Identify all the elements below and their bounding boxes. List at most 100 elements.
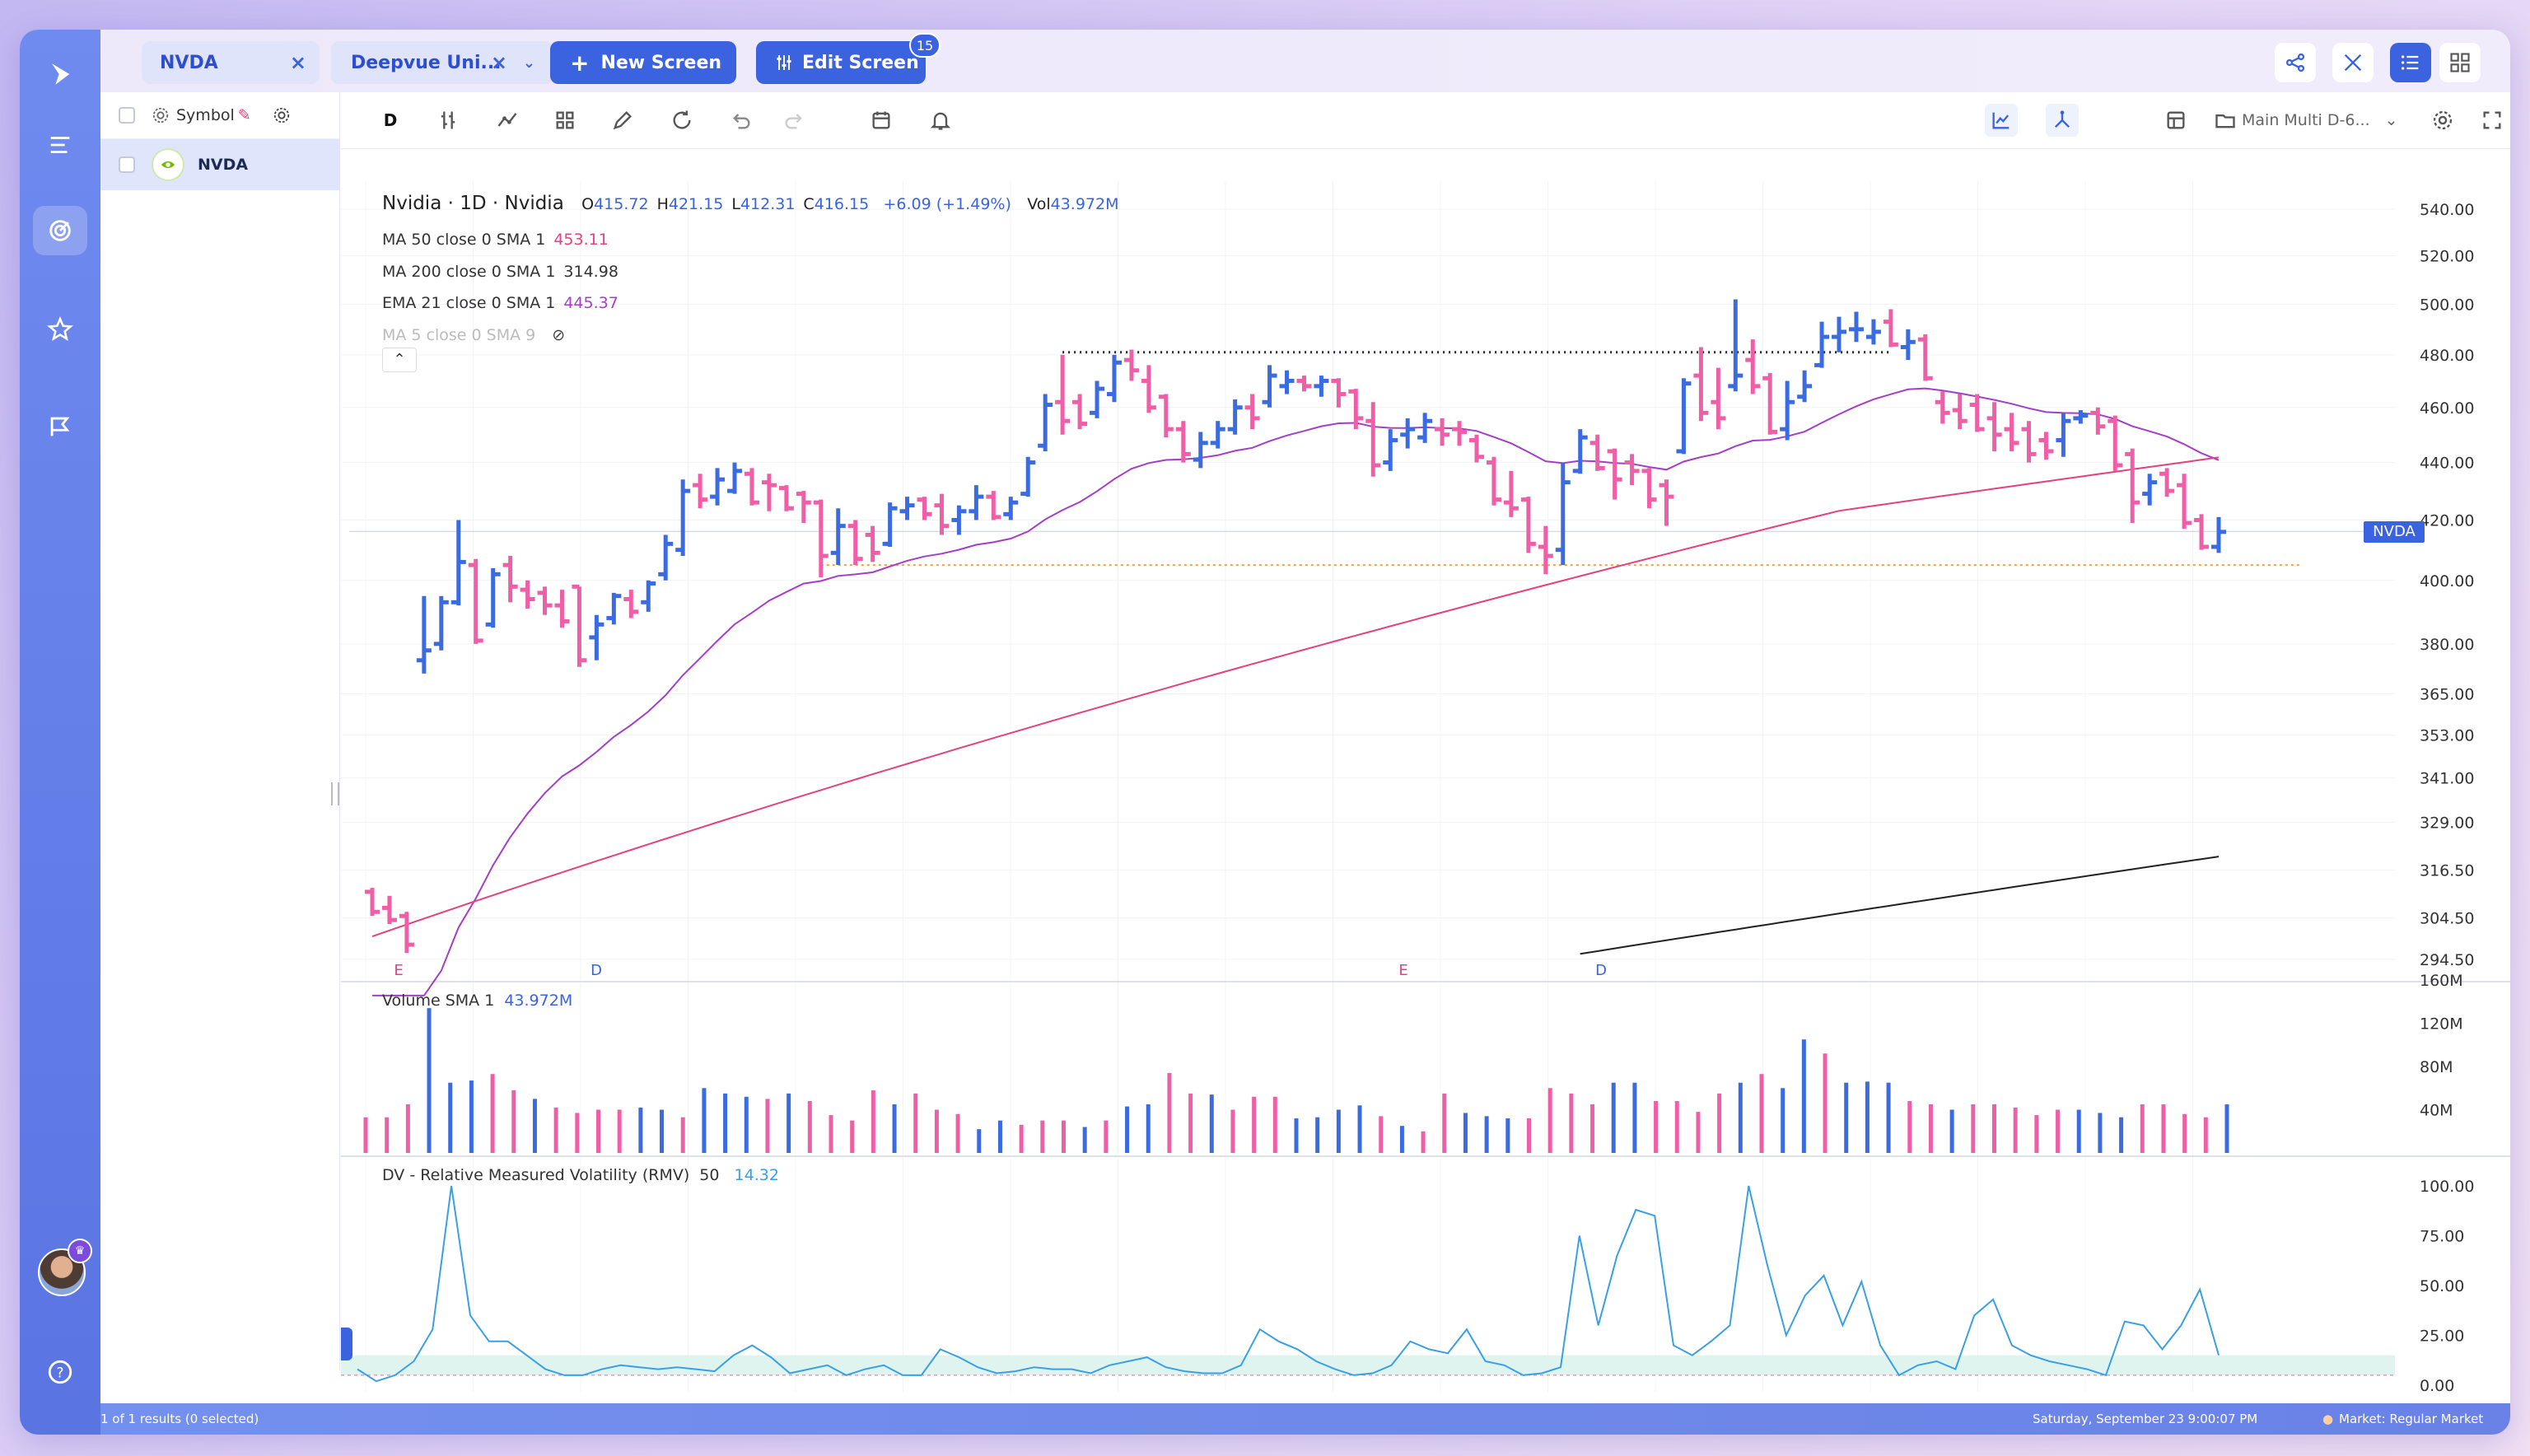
clock: Saturday, September 23 9:00:07 PM [2033, 1412, 2258, 1426]
ohlc-bar [2125, 448, 2140, 524]
resize-handle[interactable] [331, 782, 339, 805]
ohlc-bar [1555, 462, 1571, 566]
undo-icon[interactable] [725, 104, 758, 137]
symbol-tab[interactable]: NVDA × [142, 41, 320, 84]
ohlc-bar [2073, 410, 2089, 424]
new-screen-button[interactable]: + New Screen [550, 41, 736, 84]
settings-icon[interactable] [273, 106, 291, 124]
close-icon[interactable]: × [490, 51, 507, 74]
logo-icon[interactable] [33, 49, 87, 99]
expand-handle[interactable] [341, 1328, 352, 1360]
indicators-icon[interactable] [491, 104, 524, 137]
nvidia-logo-icon [152, 148, 184, 181]
chart-title[interactable]: Nvidia · 1D · Nvidia [382, 193, 564, 214]
rmv-line [357, 1185, 2220, 1383]
volume-bar [1019, 1124, 1024, 1153]
pencil-icon[interactable]: ✎ [237, 106, 251, 124]
layout-icon[interactable] [2159, 104, 2192, 137]
rmv-tick: 0.00 [2420, 1377, 2454, 1395]
volume-bar [1696, 1112, 1701, 1153]
event-marker: D [590, 962, 602, 979]
collapse-legend-button[interactable]: ⌃ [382, 348, 417, 372]
row-checkbox[interactable] [119, 156, 135, 173]
volume-bar [1759, 1074, 1764, 1153]
study-row[interactable]: MA 5 close 0 SMA 9 ⊘ [382, 320, 618, 352]
menu-icon[interactable] [33, 120, 87, 170]
close-icon[interactable]: × [289, 51, 306, 74]
ohlc-bar [1314, 376, 1329, 397]
symbol-column-header[interactable]: Symbol [176, 106, 235, 124]
bar-type-icon[interactable] [432, 104, 464, 137]
draw-icon[interactable] [606, 104, 639, 137]
ohlc-bar [830, 508, 846, 566]
star-icon[interactable] [33, 305, 87, 354]
ohlc-bar [1227, 399, 1243, 435]
ohlc-bar [365, 888, 380, 917]
volume-bar [1484, 1116, 1489, 1153]
layout-select[interactable]: Main Multi D-6... ⌄ [2242, 104, 2406, 137]
ohlc-value: 421.15 [668, 195, 724, 213]
ohlc-bar [1883, 309, 1898, 348]
share-icon[interactable] [2275, 43, 2316, 82]
watchlist-row[interactable]: NVDA [100, 139, 339, 190]
volume-bar [1971, 1104, 1976, 1153]
study-row[interactable]: MA 50 close 0 SMA 1 453.11 [382, 224, 618, 256]
volume-bar [955, 1113, 960, 1153]
price-tick: 294.50 [2420, 951, 2474, 969]
interval-button[interactable]: D [383, 110, 398, 130]
volume-bar [892, 1104, 897, 1153]
x-twitter-icon[interactable] [2332, 43, 2374, 82]
volume-bar [638, 1107, 643, 1153]
ohlc-bar [1193, 432, 1208, 469]
redo-icon[interactable] [777, 104, 810, 137]
calendar-icon[interactable] [865, 104, 898, 137]
grid-view-icon[interactable] [2439, 43, 2481, 82]
edit-screen-button[interactable]: Edit Screen [756, 41, 926, 84]
ohlc-key: O [581, 195, 595, 213]
axes: 540.00520.00500.00480.00460.00440.00420.… [356, 201, 2475, 1424]
ohlc-bar [1832, 316, 1847, 352]
study-row[interactable]: MA 200 close 0 SMA 1 314.98 [382, 256, 618, 288]
volume-bar [2098, 1113, 2103, 1153]
ohlc-key: H [656, 195, 669, 213]
volume-bar [680, 1117, 685, 1153]
ohlc-bar [813, 499, 829, 578]
screener-icon[interactable] [33, 206, 87, 255]
hidden-eye-icon[interactable]: ⊘ [552, 325, 566, 344]
ohlc-bar [1262, 365, 1277, 408]
compare-icon[interactable] [2046, 104, 2079, 137]
select-all-checkbox[interactable] [119, 107, 135, 124]
flag-icon[interactable] [33, 402, 87, 451]
ohlc-bar [1711, 367, 1726, 430]
ohlc-bar [381, 895, 397, 925]
ohlc-bar [1780, 380, 1795, 441]
help-icon[interactable]: ? [33, 1347, 87, 1397]
ohlc-bar [1728, 299, 1743, 392]
settings-icon[interactable] [2426, 104, 2459, 137]
rmv-tick: 75.00 [2420, 1228, 2464, 1246]
volume-bar [575, 1113, 580, 1153]
alert-bell-icon[interactable] [924, 104, 957, 137]
refresh-icon[interactable] [665, 104, 698, 137]
ohlc-bar [606, 592, 622, 625]
volume-bar [850, 1120, 855, 1153]
chevron-down-icon[interactable]: ⌄ [522, 54, 535, 72]
watchlist-header: Symbol ✎ [100, 92, 339, 139]
ohlc-bar [917, 497, 932, 520]
price-tick: 420.00 [2420, 511, 2474, 530]
price-tick: 316.50 [2420, 862, 2474, 880]
list-view-icon[interactable] [2390, 43, 2431, 82]
study-row[interactable]: EMA 21 close 0 SMA 1 445.37 [382, 287, 618, 320]
screen-select[interactable]: Deepvue Uni... × ⌄ [331, 41, 553, 84]
rmv-pane-param: 50 [699, 1166, 720, 1184]
gear-icon[interactable] [152, 106, 170, 124]
volume-bar [1654, 1101, 1659, 1153]
fullscreen-icon[interactable] [2476, 104, 2509, 137]
folder-icon[interactable] [2209, 104, 2242, 137]
ohlc-bar [1141, 365, 1156, 413]
chart-style-icon[interactable] [1985, 104, 2018, 137]
ohlc-bar [2211, 516, 2226, 553]
templates-icon[interactable] [548, 104, 581, 137]
